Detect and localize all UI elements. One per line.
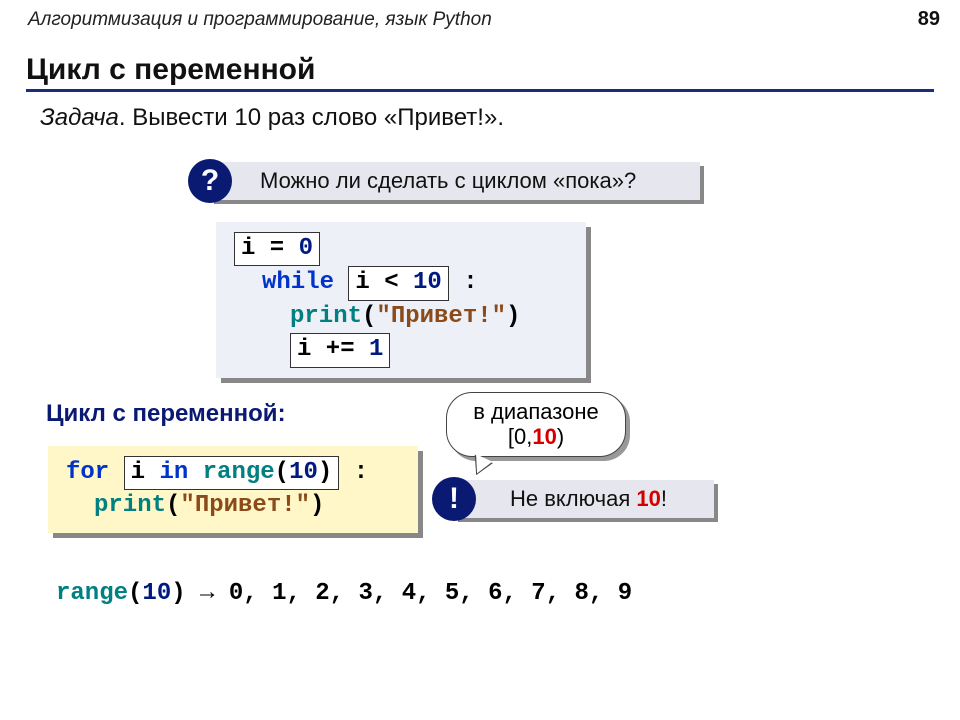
range-expansion: range(10) → 0, 1, 2, 3, 4, 5, 6, 7, 8, 9 [56,580,632,607]
course-title: Алгоритмизация и программирование, язык … [28,9,492,31]
callout-question-text: Можно ли сделать с циклом «пока»? [260,168,636,193]
code-line-2: while i < 10 : [234,266,568,300]
highlight-incr: i += 1 [290,333,390,367]
range-bubble: в диапазоне [0,10) [446,392,626,457]
code-line-1: i = 0 [234,232,568,266]
highlight-init: i = 0 [234,232,320,266]
bubble-tail-icon [467,455,493,480]
bubble-line1: в диапазоне [467,399,605,424]
code-for-line-1: for i in range(10) : [66,456,400,490]
code-while: i = 0 while i < 10 : print("Привет!") i … [216,222,586,378]
task-label: Задача [40,104,119,131]
code-line-4: i += 1 [262,333,568,367]
page-number: 89 [918,8,940,31]
code-line-3: print("Привет!") [234,301,568,333]
slide-header: Алгоритмизация и программирование, язык … [0,0,960,35]
highlight-range: i in range(10) [124,456,340,490]
subheading-for: Цикл с переменной: [46,400,286,428]
exclaim-badge: ! [432,477,476,521]
callout-question: ? Можно ли сделать с циклом «пока»? [210,162,700,200]
code-for: for i in range(10) : print("Привет!") [48,446,418,533]
task-text: Задача. Вывести 10 раз слово «Привет!». [40,104,960,132]
section-title: Цикл с переменной [26,53,934,92]
callout-exclaim-text: Не включая 10! [510,486,667,511]
highlight-cond: i < 10 [348,266,448,300]
callout-exclaim: ! Не включая 10! [454,480,714,518]
question-badge: ? [188,159,232,203]
code-for-line-2: print("Привет!") [66,490,400,522]
task-body: . Вывести 10 раз слово «Привет!». [119,104,504,131]
bubble-line2: [0,10) [467,424,605,449]
